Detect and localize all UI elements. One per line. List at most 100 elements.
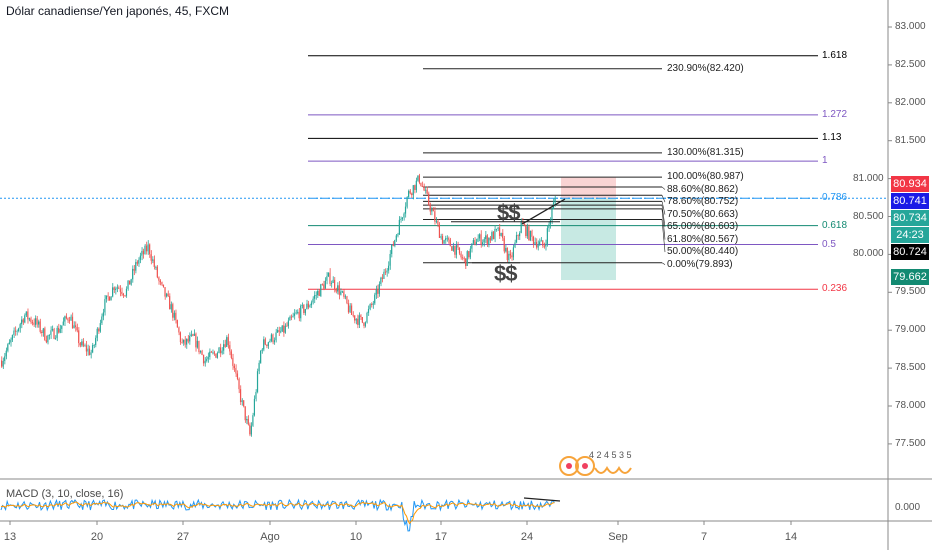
candle-body xyxy=(138,259,140,264)
candle-body xyxy=(352,314,354,316)
candle-body xyxy=(512,247,514,258)
candle-body xyxy=(84,345,86,347)
candle-body xyxy=(403,213,405,218)
candle-body xyxy=(474,240,476,246)
stop-loss-zone xyxy=(561,177,616,199)
candle-body xyxy=(363,322,365,326)
candle-body xyxy=(420,182,422,187)
candle-body xyxy=(186,338,188,345)
candle-body xyxy=(506,247,508,261)
candle-body xyxy=(107,295,109,297)
candle-body xyxy=(14,330,17,332)
candle-body xyxy=(398,219,400,235)
candle-body xyxy=(502,232,504,239)
candle-body xyxy=(338,285,340,295)
candle-body xyxy=(428,193,430,205)
candle-body xyxy=(307,303,309,308)
candle-body xyxy=(330,283,333,284)
candle-body xyxy=(465,258,467,266)
candle-body xyxy=(5,350,7,357)
fib-extension-label: 230.90%(82.420) xyxy=(667,62,744,74)
candle-body xyxy=(218,347,220,354)
candle-body xyxy=(415,180,417,190)
candle-body xyxy=(375,289,377,295)
candle-body xyxy=(451,246,453,251)
candle-body xyxy=(133,268,135,271)
candle-body xyxy=(304,309,306,314)
candle-body xyxy=(158,277,160,281)
candle-body xyxy=(528,226,530,241)
price-tag: 80.934 xyxy=(891,175,929,192)
candle-body xyxy=(175,312,177,321)
candle-body xyxy=(44,328,46,341)
candle-body xyxy=(298,311,300,319)
candle-body xyxy=(323,284,325,289)
candle-body xyxy=(13,330,15,336)
candle-body xyxy=(155,266,157,268)
candle-body xyxy=(11,335,13,340)
candle-body xyxy=(230,351,232,358)
candle-body xyxy=(78,330,80,344)
candle-body xyxy=(125,288,128,296)
candle-body xyxy=(17,328,20,332)
fib-extension-label: 100.00%(80.987) xyxy=(667,171,744,183)
candle-body xyxy=(423,186,425,191)
price-tag: 24:23 xyxy=(891,226,929,243)
candle-body xyxy=(152,259,154,261)
candle-body xyxy=(414,185,416,190)
candle-body xyxy=(303,305,305,314)
candle-body xyxy=(7,344,9,351)
candle-body xyxy=(93,344,95,346)
candle-body xyxy=(232,357,234,366)
candle-body xyxy=(42,328,44,333)
candle-body xyxy=(149,244,151,255)
candle-body xyxy=(272,334,274,343)
candle-body xyxy=(537,244,539,248)
candle-body xyxy=(355,318,357,321)
candle-body xyxy=(292,315,294,318)
candle-body xyxy=(88,348,91,355)
candle-body xyxy=(313,295,316,299)
liquidity-marker-bottom: $$ xyxy=(494,261,518,286)
candle-body xyxy=(221,350,223,354)
candle-body xyxy=(346,296,348,304)
candle-body xyxy=(468,251,470,258)
candle-body xyxy=(176,320,178,328)
candle-body xyxy=(520,221,522,233)
candle-body xyxy=(275,332,277,341)
candle-body xyxy=(458,247,461,254)
candle-body xyxy=(554,197,556,203)
candle-body xyxy=(61,325,63,329)
candle-body xyxy=(469,248,471,258)
candle-body xyxy=(475,241,477,246)
take-profit-zone xyxy=(561,198,616,281)
candle-body xyxy=(349,305,351,313)
candle-body xyxy=(181,342,183,343)
time-label: 27 xyxy=(176,531,190,543)
candle-body xyxy=(392,244,394,246)
candle-body xyxy=(108,296,111,301)
candle-body xyxy=(226,337,228,347)
candle-body xyxy=(284,325,286,333)
candle-body xyxy=(372,303,374,305)
candle-body xyxy=(172,304,174,318)
candle-body xyxy=(162,284,165,288)
candle-body xyxy=(535,242,538,248)
candle-body xyxy=(409,190,411,194)
price-label: 79.500 xyxy=(895,286,926,298)
candle-body xyxy=(426,189,428,194)
candle-body xyxy=(546,228,548,244)
candle-body xyxy=(360,315,362,317)
candle-body xyxy=(190,334,192,336)
candle-body xyxy=(478,234,481,239)
candle-body xyxy=(404,206,407,214)
candle-body xyxy=(531,230,533,237)
candle-body xyxy=(250,425,252,435)
candle-body xyxy=(201,350,203,355)
candle-body xyxy=(73,325,75,329)
candle-body xyxy=(321,284,323,286)
candle-body xyxy=(384,271,387,273)
fib-extension-label: 65.00%(80.603) xyxy=(667,221,739,233)
candle-body xyxy=(378,283,380,294)
